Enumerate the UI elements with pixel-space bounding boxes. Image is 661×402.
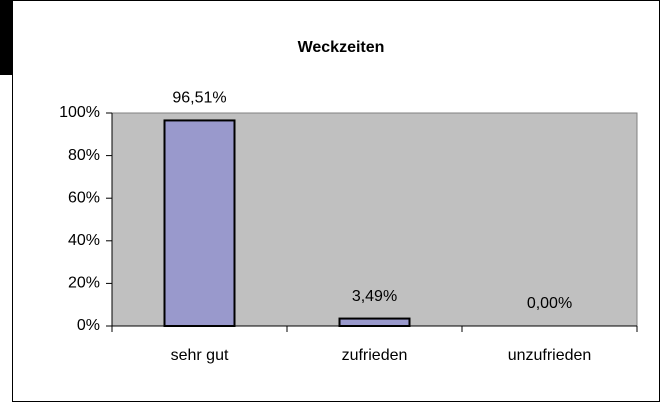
y-tick-label: 80% [68,147,100,164]
y-tick-label: 40% [68,232,100,249]
frame-edge [0,0,12,75]
x-tick-label: sehr gut [171,347,229,364]
y-tick-label: 20% [68,275,100,292]
y-tick-label: 0% [77,317,100,334]
value-label: 0,00% [527,295,572,312]
bar [163,119,236,327]
value-label: 3,49% [352,288,397,305]
bar [338,317,411,328]
value-label: 96,51% [172,90,226,107]
x-tick-label: unzufrieden [508,347,592,364]
chart-title: Weckzeiten [298,39,385,56]
x-tick-label: zufrieden [342,347,408,364]
y-tick-label: 100% [59,104,100,121]
y-tick-label: 60% [68,189,100,206]
